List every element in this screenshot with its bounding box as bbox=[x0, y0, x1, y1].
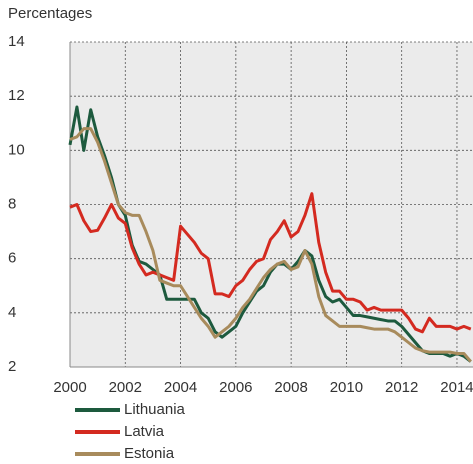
series-line bbox=[69, 127, 472, 363]
x-tick-label: 2010 bbox=[330, 379, 363, 396]
series-line bbox=[69, 192, 472, 334]
y-tick-label: 14 bbox=[8, 33, 25, 50]
x-tick-label: 2002 bbox=[109, 379, 142, 396]
legend-label: Estonia bbox=[124, 445, 175, 462]
x-tick-label: 2000 bbox=[53, 379, 86, 396]
x-tick-label: 2008 bbox=[274, 379, 307, 396]
legend-label: Lithuania bbox=[124, 401, 186, 418]
y-tick-label: 8 bbox=[8, 195, 16, 212]
x-tick-label: 2012 bbox=[385, 379, 418, 396]
x-tick-label: 2006 bbox=[219, 379, 252, 396]
y-tick-label: 12 bbox=[8, 87, 25, 104]
x-tick-label: 2004 bbox=[164, 379, 197, 396]
y-tick-label: 6 bbox=[8, 250, 16, 267]
y-tick-label: 4 bbox=[8, 304, 16, 321]
legend-label: Latvia bbox=[124, 423, 165, 440]
y-tick-label: 10 bbox=[8, 141, 25, 158]
x-tick-label: 2014 bbox=[440, 379, 473, 396]
y-axis-label: Percentages bbox=[8, 5, 92, 22]
y-tick-label: 2 bbox=[8, 358, 16, 375]
